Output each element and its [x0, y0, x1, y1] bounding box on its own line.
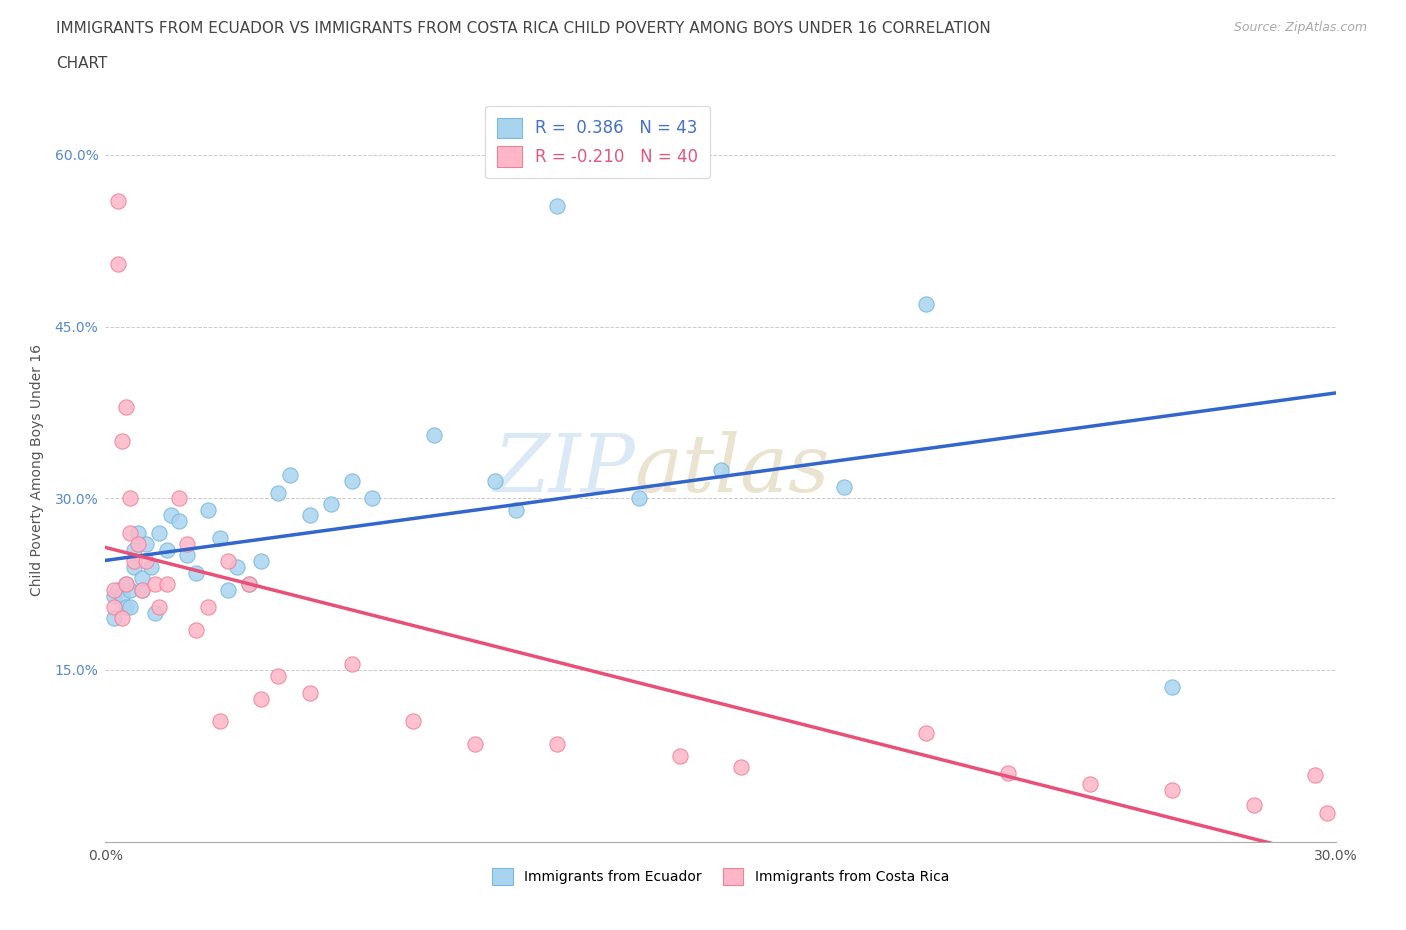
- Point: [120, 525, 141, 540]
- Point: [1316, 805, 1339, 820]
- Point: [143, 577, 166, 591]
- Point: [148, 600, 170, 615]
- Point: [319, 497, 342, 512]
- Point: [1160, 783, 1182, 798]
- Point: [176, 548, 198, 563]
- Point: [169, 491, 191, 506]
- Point: [546, 737, 568, 751]
- Point: [103, 582, 125, 597]
- Point: [225, 560, 247, 575]
- Point: [184, 622, 207, 637]
- Point: [1243, 798, 1265, 813]
- Point: [160, 508, 183, 523]
- Text: Source: ZipAtlas.com: Source: ZipAtlas.com: [1233, 21, 1367, 34]
- Point: [127, 525, 149, 540]
- Point: [111, 611, 134, 626]
- Point: [627, 491, 650, 506]
- Point: [340, 473, 363, 488]
- Point: [197, 600, 219, 615]
- Point: [361, 491, 384, 506]
- Point: [546, 199, 568, 214]
- Point: [267, 485, 290, 500]
- Point: [184, 565, 207, 580]
- Point: [131, 582, 153, 597]
- Point: [832, 479, 855, 494]
- Point: [914, 725, 936, 740]
- Point: [169, 513, 191, 528]
- Point: [505, 502, 527, 517]
- Point: [127, 537, 149, 551]
- Point: [267, 669, 290, 684]
- Point: [250, 553, 273, 568]
- Text: IMMIGRANTS FROM ECUADOR VS IMMIGRANTS FROM COSTA RICA CHILD POVERTY AMONG BOYS U: IMMIGRANTS FROM ECUADOR VS IMMIGRANTS FR…: [56, 21, 991, 36]
- Point: [710, 462, 733, 477]
- Point: [111, 433, 134, 448]
- Point: [139, 560, 162, 575]
- Point: [730, 760, 752, 775]
- Point: [402, 714, 425, 729]
- Point: [156, 577, 179, 591]
- Point: [422, 428, 444, 443]
- Point: [143, 605, 166, 620]
- Point: [115, 577, 138, 591]
- Point: [299, 508, 322, 523]
- Text: ZIP: ZIP: [492, 431, 634, 509]
- Point: [238, 577, 260, 591]
- Point: [1303, 768, 1326, 783]
- Point: [120, 491, 141, 506]
- Point: [218, 582, 240, 597]
- Point: [135, 537, 157, 551]
- Point: [238, 577, 260, 591]
- Point: [120, 582, 141, 597]
- Point: [122, 560, 145, 575]
- Point: [668, 749, 690, 764]
- Point: [997, 765, 1019, 780]
- Point: [464, 737, 486, 751]
- Text: CHART: CHART: [56, 56, 108, 71]
- Point: [484, 473, 506, 488]
- Point: [209, 714, 232, 729]
- Point: [122, 542, 145, 557]
- Point: [131, 571, 153, 586]
- Point: [250, 691, 273, 706]
- Point: [111, 588, 134, 603]
- Point: [340, 657, 363, 671]
- Point: [122, 553, 145, 568]
- Point: [156, 542, 179, 557]
- Point: [218, 553, 240, 568]
- Point: [103, 611, 125, 626]
- Point: [135, 553, 157, 568]
- Point: [148, 525, 170, 540]
- Point: [176, 537, 198, 551]
- Point: [107, 582, 129, 597]
- Point: [1160, 680, 1182, 695]
- Point: [278, 468, 301, 483]
- Point: [120, 600, 141, 615]
- Point: [103, 588, 125, 603]
- Point: [115, 399, 138, 414]
- Legend: Immigrants from Ecuador, Immigrants from Costa Rica: Immigrants from Ecuador, Immigrants from…: [486, 862, 955, 891]
- Point: [115, 577, 138, 591]
- Point: [299, 685, 322, 700]
- Point: [107, 256, 129, 271]
- Point: [1078, 777, 1101, 791]
- Point: [103, 600, 125, 615]
- Point: [131, 582, 153, 597]
- Point: [107, 193, 129, 208]
- Point: [209, 531, 232, 546]
- Point: [115, 600, 138, 615]
- Y-axis label: Child Poverty Among Boys Under 16: Child Poverty Among Boys Under 16: [30, 344, 44, 595]
- Text: atlas: atlas: [634, 431, 830, 509]
- Point: [914, 297, 936, 312]
- Point: [197, 502, 219, 517]
